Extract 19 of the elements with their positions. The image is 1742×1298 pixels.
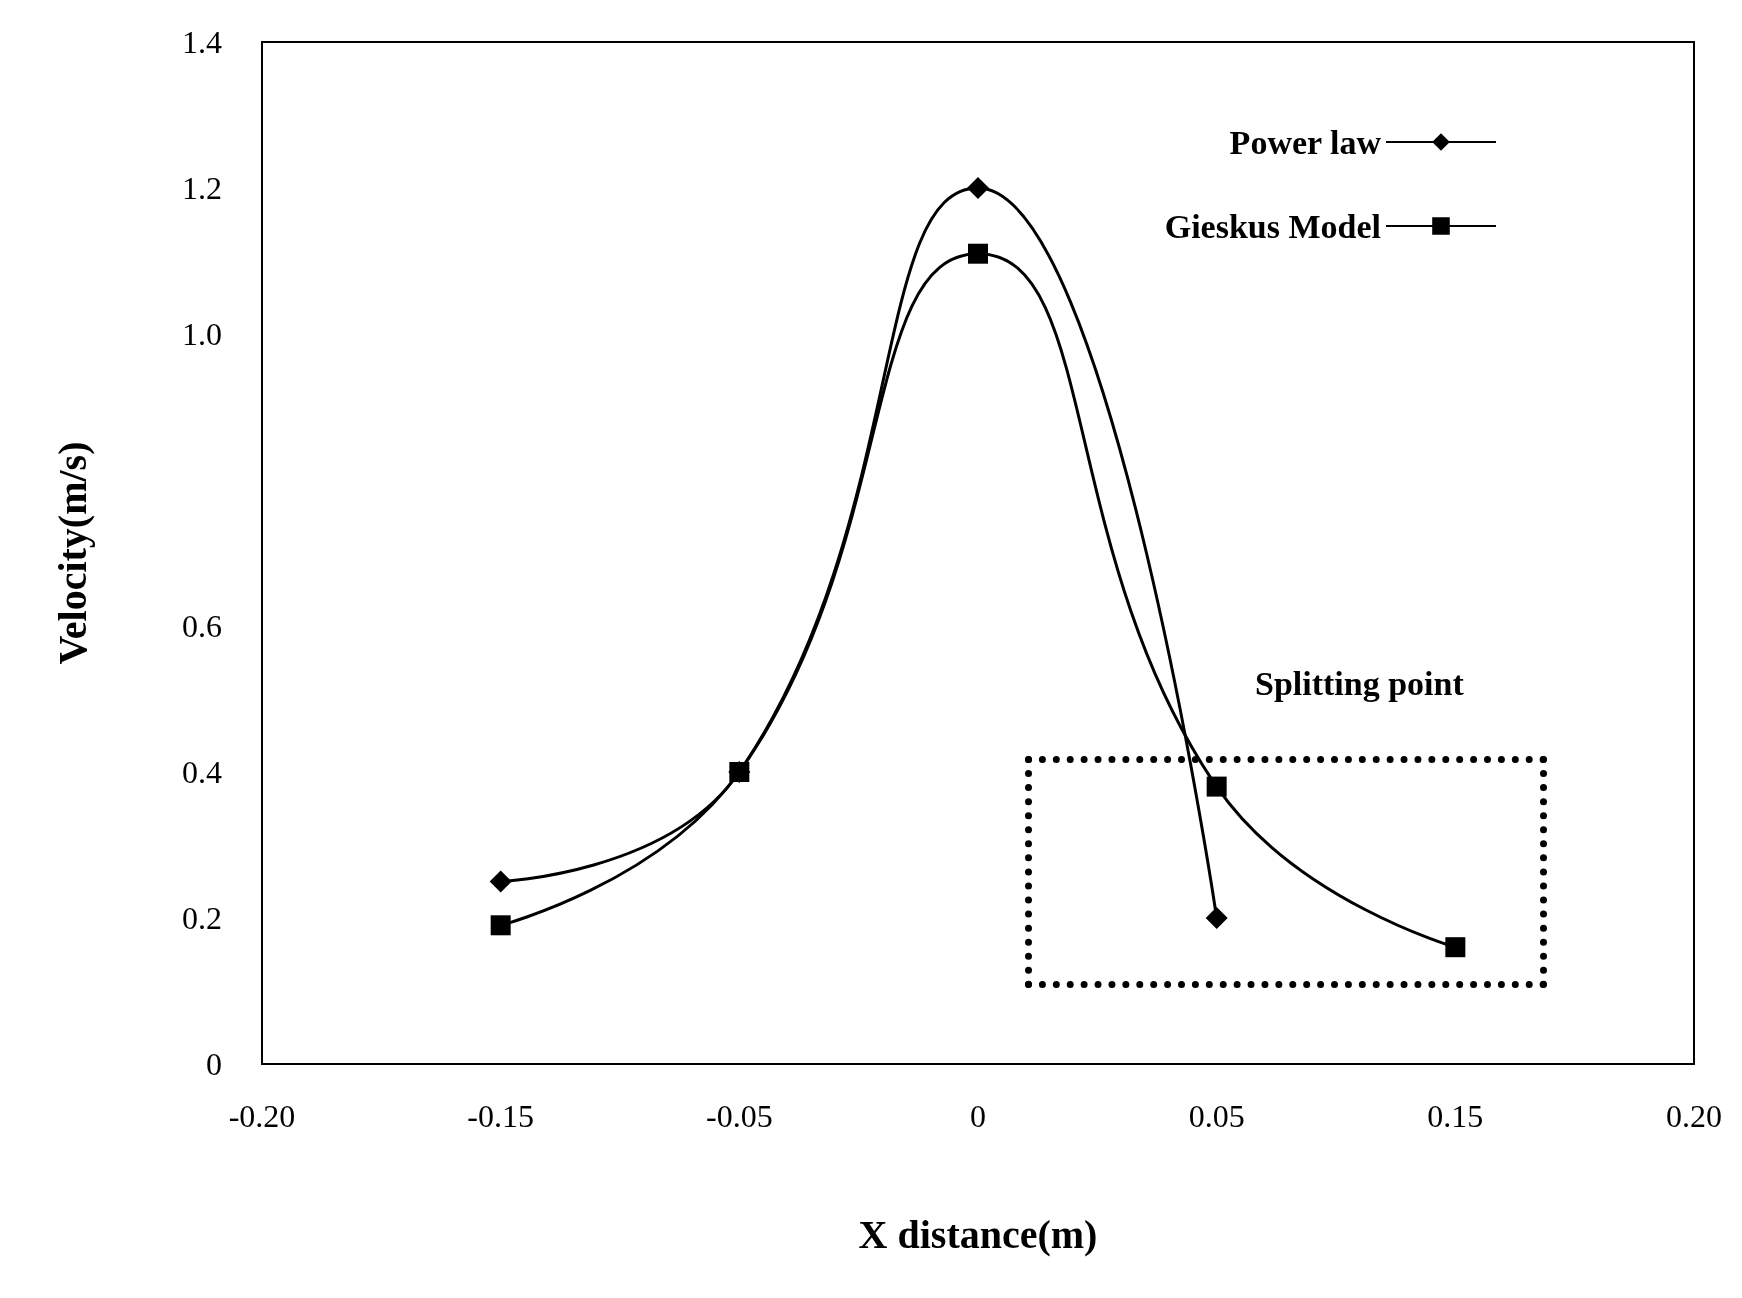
y-tick-label: 1.2 bbox=[182, 170, 222, 206]
x-tick-label: 0 bbox=[970, 1098, 986, 1134]
y-tick-label: 0.2 bbox=[182, 900, 222, 936]
y-tick-label: 0.6 bbox=[182, 608, 222, 644]
x-tick-label: -0.15 bbox=[467, 1098, 534, 1134]
x-tick-label: 0.20 bbox=[1666, 1098, 1722, 1134]
x-tick-label: 0.15 bbox=[1427, 1098, 1484, 1134]
y-tick-label: 1.0 bbox=[182, 316, 222, 352]
y-tick-label: 1.4 bbox=[182, 24, 222, 60]
y-tick-label: 0.4 bbox=[182, 754, 222, 790]
x-tick-label: 0.05 bbox=[1188, 1098, 1245, 1134]
y-tick-label: 0 bbox=[206, 1046, 222, 1082]
legend-label: Power law bbox=[1229, 123, 1382, 161]
legend-label: Gieskus Model bbox=[1164, 207, 1381, 245]
annotation: Splitting point bbox=[1255, 665, 1464, 703]
y-axis-title: Velocity(m/s) bbox=[49, 441, 95, 665]
x-tick-label: -0.05 bbox=[706, 1098, 773, 1134]
x-tick-label: -0.20 bbox=[228, 1098, 296, 1134]
x-axis-title: X distance(m) bbox=[858, 1211, 1098, 1257]
